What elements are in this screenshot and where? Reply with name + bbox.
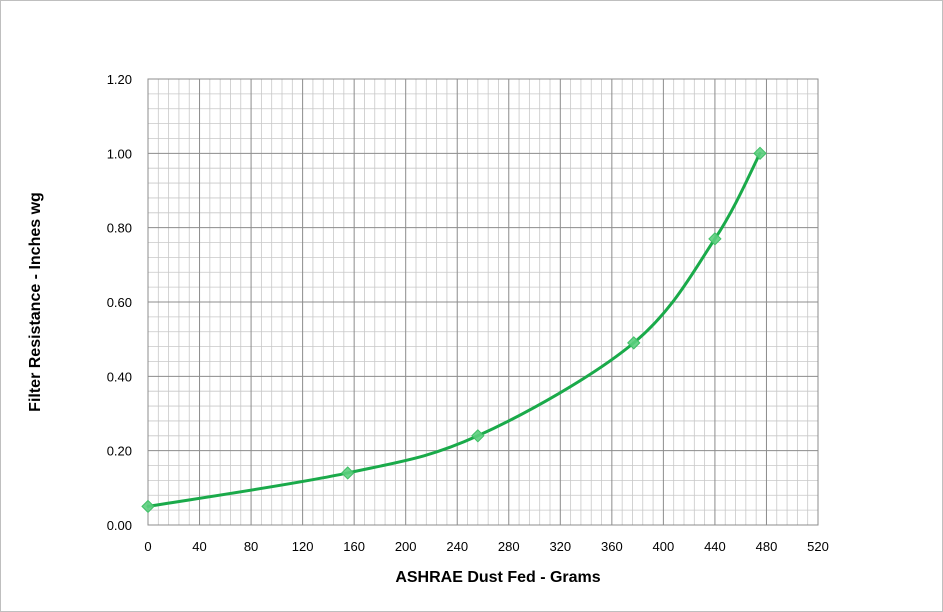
x-axis-tick-labels: 0 40 80 120 160 200 240 280 320 360 400 440 480 520 xyxy=(144,539,828,554)
y-axis-title: Filter Resistance - Inches wg xyxy=(27,192,44,412)
plot-area-border xyxy=(147,78,819,526)
x-tick-label: 200 xyxy=(395,539,417,554)
x-tick-label: 440 xyxy=(704,539,726,554)
x-axis-title: ASHRAE Dust Fed - Grams xyxy=(395,569,600,586)
data-point-marker xyxy=(141,499,155,514)
y-tick-label: 0.60 xyxy=(107,295,132,310)
y-tick-label: 0.00 xyxy=(107,518,132,533)
x-tick-label: 520 xyxy=(807,539,829,554)
y-tick-label: 1.00 xyxy=(107,146,132,161)
x-tick-label: 400 xyxy=(653,539,675,554)
x-tick-label: 320 xyxy=(549,539,571,554)
x-tick-label: 160 xyxy=(343,539,365,554)
y-tick-label: 0.20 xyxy=(107,444,132,459)
y-tick-label: 1.20 xyxy=(107,72,132,87)
x-tick-label: 80 xyxy=(244,539,258,554)
x-tick-label: 0 xyxy=(144,539,151,554)
data-point-marker xyxy=(708,232,722,246)
x-tick-label: 480 xyxy=(756,539,778,554)
series-line xyxy=(146,151,762,508)
y-tick-label: 0.80 xyxy=(107,221,132,236)
data-point-marker xyxy=(341,466,355,480)
data-point-marker xyxy=(753,146,767,161)
y-axis-tick-labels: 0.00 0.20 0.40 0.60 0.80 1.00 1.20 xyxy=(107,72,132,533)
plot-border-rect xyxy=(147,78,819,526)
x-tick-label: 40 xyxy=(192,539,206,554)
x-tick-label: 240 xyxy=(446,539,468,554)
data-point-marker xyxy=(471,429,485,443)
x-tick-label: 280 xyxy=(498,539,520,554)
x-tick-label: 120 xyxy=(292,539,314,554)
y-tick-label: 0.40 xyxy=(107,369,132,384)
data-point-marker xyxy=(627,336,641,350)
series-layer xyxy=(141,146,767,514)
major-gridlines xyxy=(147,78,819,526)
x-tick-label: 360 xyxy=(601,539,623,554)
